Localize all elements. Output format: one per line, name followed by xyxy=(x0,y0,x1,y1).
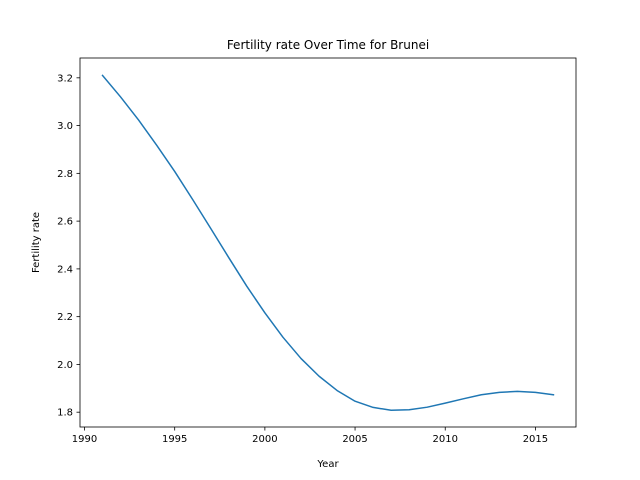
y-tick-label: 2.4 xyxy=(57,264,73,275)
plot-area xyxy=(80,58,576,427)
y-tick-label: 2.2 xyxy=(57,312,73,323)
y-tick-label: 2.6 xyxy=(57,217,73,228)
chart-title: Fertility rate Over Time for Brunei xyxy=(227,38,429,52)
y-tick-label: 3.0 xyxy=(57,121,73,132)
y-tick-label: 2.0 xyxy=(57,360,73,371)
x-axis-title: Year xyxy=(316,459,339,470)
data-layer xyxy=(101,74,555,412)
x-tick-label: 2010 xyxy=(433,434,458,445)
y-axis-title: Fertility rate xyxy=(31,212,42,273)
y-tick-label: 2.8 xyxy=(57,169,73,180)
x-tick-label: 2005 xyxy=(342,434,367,445)
x-tick-label: 2015 xyxy=(523,434,548,445)
x-tick-label: 1990 xyxy=(72,434,97,445)
x-axis: 1990 1995 2000 2005 2010 2015 xyxy=(72,427,548,445)
y-tick-label: 1.8 xyxy=(57,408,73,419)
x-tick-label: 2000 xyxy=(252,434,277,445)
x-tick-label: 1995 xyxy=(162,434,187,445)
plot-frame xyxy=(79,57,577,428)
series-line xyxy=(101,74,555,412)
y-tick-label: 3.2 xyxy=(57,73,73,84)
y-axis: 1.8 2.0 2.2 2.4 2.6 2.8 3.0 3.2 xyxy=(57,73,80,419)
